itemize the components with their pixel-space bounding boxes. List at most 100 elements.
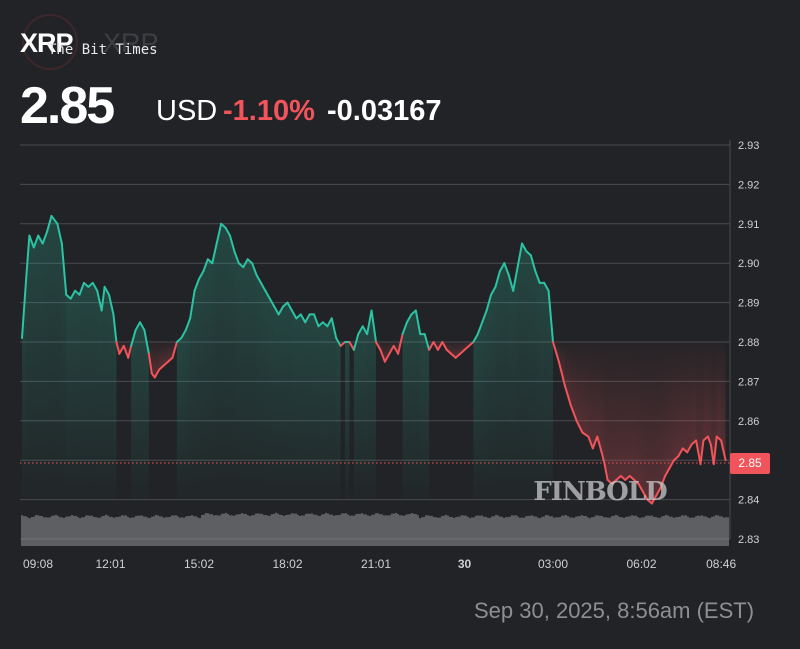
x-tick-label: 30 — [458, 557, 472, 571]
y-axis: 2.93 2.92 2.91 2.90 2.89 2.88 2.87 2.86 2.85 2.84… — [738, 140, 759, 546]
price-segment — [720, 439, 727, 462]
area-segment — [101, 286, 105, 499]
area-segment — [353, 334, 359, 499]
area-segment — [499, 263, 505, 499]
price-segment — [32, 234, 40, 249]
price-segment — [202, 258, 209, 273]
area-segment — [526, 251, 531, 499]
price-segment — [50, 214, 59, 225]
price-segment — [401, 321, 408, 336]
area-segment — [234, 251, 239, 499]
area-segment — [135, 322, 140, 499]
price-segment — [490, 285, 497, 296]
x-tick-label: 08:46 — [706, 557, 736, 571]
area-segment — [629, 342, 635, 480]
x-axis: 09:08 12:01 15:02 18:02 21:01 30 03:00 06:02 08:… — [23, 557, 737, 571]
area-segment — [140, 322, 145, 499]
price-segment — [299, 313, 307, 324]
area-segment — [384, 342, 390, 362]
price-segment — [498, 262, 506, 273]
price-segment — [641, 490, 649, 501]
area-segment — [411, 310, 416, 499]
area-segment — [79, 282, 84, 499]
price-segment — [147, 352, 153, 375]
area-segment — [406, 314, 412, 499]
area-segment — [203, 259, 208, 499]
area-segment — [33, 235, 39, 499]
area-segment — [358, 326, 363, 499]
price-segment — [552, 341, 560, 363]
x-tick-label: 15:02 — [184, 557, 214, 571]
price-segment — [112, 313, 118, 343]
price-segment — [228, 234, 236, 253]
y-tick-label: 2.89 — [738, 298, 759, 310]
price-segment — [575, 419, 584, 434]
price-segment — [277, 305, 285, 316]
area-segment — [238, 263, 244, 499]
area-segment — [696, 342, 701, 465]
area-segment — [29, 235, 34, 499]
area-segment — [647, 342, 652, 504]
x-tick-label: 12:01 — [95, 557, 125, 571]
price-segment — [569, 404, 578, 422]
price-segment — [153, 368, 161, 379]
area-segment — [486, 294, 492, 499]
price-segment — [25, 234, 31, 277]
price-segment — [600, 451, 606, 466]
area-segment — [309, 314, 315, 499]
y-tick-label: 2.92 — [738, 179, 759, 191]
area-segment — [482, 310, 487, 499]
area-segment — [616, 342, 621, 480]
area-segment — [221, 223, 226, 500]
price-segment — [677, 447, 684, 458]
price-segment — [375, 341, 382, 351]
area-segment — [336, 338, 341, 499]
price-segment — [28, 234, 35, 249]
price-segment — [326, 317, 333, 328]
area-segment — [199, 271, 204, 499]
price-segment — [587, 435, 594, 450]
price-segment — [507, 274, 515, 292]
price-segment — [712, 435, 718, 466]
price-segment — [557, 360, 566, 387]
area-segment — [113, 314, 117, 499]
price-segment — [534, 270, 541, 284]
area-segment — [513, 267, 518, 499]
price-segment — [695, 439, 702, 466]
price-segment — [476, 321, 484, 336]
price-segment — [699, 439, 705, 466]
price-segment — [432, 341, 439, 351]
price-segment — [472, 333, 479, 343]
price-segment — [481, 309, 488, 324]
area-segment — [707, 342, 711, 445]
area-segment — [477, 322, 483, 499]
last-price-marker: 2.85 — [730, 452, 770, 474]
area-segment — [331, 318, 337, 499]
area-segment — [660, 342, 666, 488]
area-segment — [159, 342, 164, 370]
y-tick-label: 2.86 — [738, 416, 759, 428]
x-tick-label: 06:02 — [626, 557, 656, 571]
area-segment — [504, 263, 509, 499]
area-segment — [582, 342, 589, 437]
area-segment — [491, 286, 496, 499]
area-segment — [576, 342, 583, 433]
price-segment — [60, 242, 68, 296]
area-segment — [181, 330, 186, 499]
change-percent: -1.10% — [223, 95, 315, 127]
asset-symbol-ghost: XRP — [103, 28, 159, 58]
area-segment — [176, 338, 182, 499]
asset-symbol: XRP — [20, 28, 74, 58]
price-segment — [78, 281, 85, 296]
price-segment — [233, 250, 240, 265]
last-price-badge — [730, 452, 770, 474]
x-tick-label: 18:02 — [272, 557, 302, 571]
price-segment — [529, 254, 537, 273]
area-segment — [703, 342, 708, 441]
area-segment — [168, 342, 173, 362]
area-segment — [190, 290, 195, 499]
price-segment — [383, 352, 391, 363]
price-segment — [348, 341, 355, 351]
price-segment — [108, 293, 115, 316]
